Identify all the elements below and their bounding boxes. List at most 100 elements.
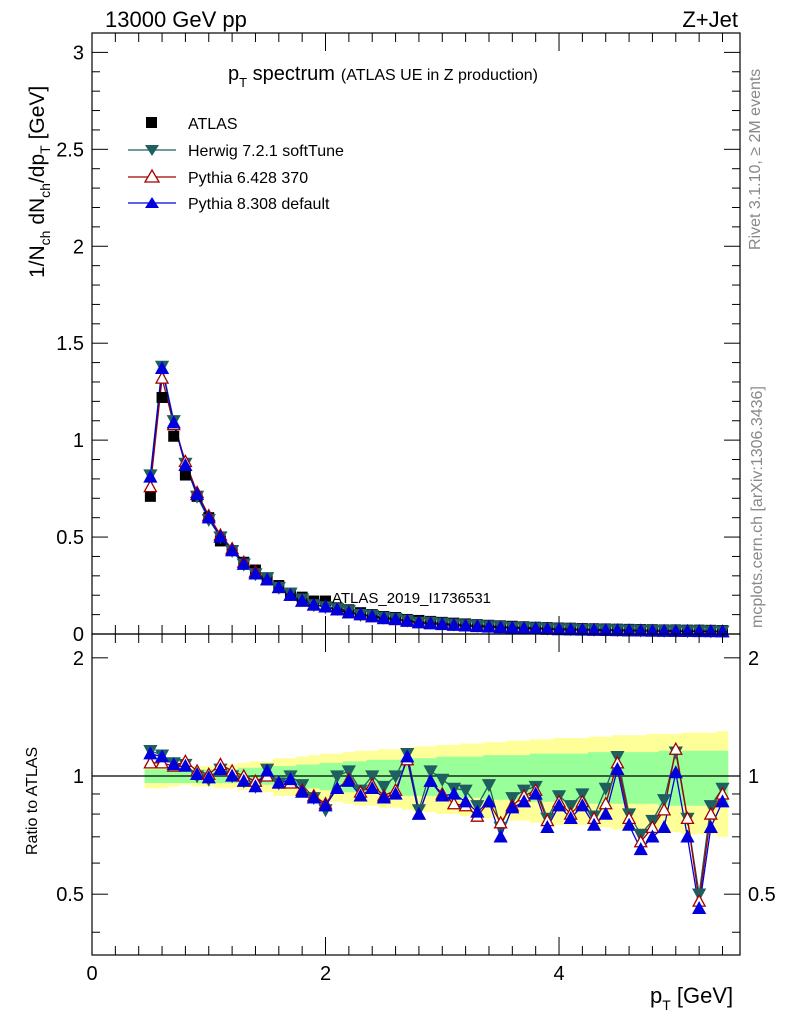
ratio-y-axis-title: Ratio to ATLAS bbox=[24, 747, 41, 855]
ratio-pythia8-point bbox=[481, 794, 497, 808]
ratio-y-tick-label: 2 bbox=[73, 648, 84, 670]
atlas-data-point bbox=[179, 469, 191, 481]
ratio-pythia8-point bbox=[260, 763, 275, 777]
ratio-pythia8-point bbox=[330, 781, 345, 795]
ratio-pythia8-point bbox=[435, 788, 450, 802]
ratio-pythia8-point bbox=[621, 817, 637, 831]
pythia8-point bbox=[435, 617, 450, 631]
ratio-pythia8-point bbox=[178, 758, 193, 772]
pythia8-point bbox=[306, 597, 321, 611]
pythia8-point bbox=[411, 615, 427, 629]
pythia8-point bbox=[189, 487, 205, 501]
ratio-pythia8-point bbox=[189, 766, 205, 780]
atlas-data-point bbox=[156, 391, 168, 403]
pythia8-point bbox=[376, 611, 391, 625]
ratio-pythia8-point bbox=[551, 798, 567, 812]
ratio-pythia8-point bbox=[505, 800, 520, 814]
ratio-pythia8-point bbox=[692, 901, 707, 915]
ratio-pythia8-point bbox=[586, 817, 602, 831]
ratio-herwig-point bbox=[481, 779, 497, 793]
ratio-herwig-point bbox=[598, 782, 613, 796]
ratio-pythia6-point bbox=[154, 755, 170, 769]
ratio-pythia8-point bbox=[657, 819, 672, 833]
title-small: (ATLAS UE in Z production) bbox=[341, 67, 538, 84]
y-tick-label: 2 bbox=[73, 236, 84, 258]
ratio-pythia8-point bbox=[470, 804, 485, 818]
ratio-pythia8-point bbox=[528, 786, 543, 800]
legend-marker-herwig bbox=[145, 145, 159, 156]
ratio-pythia8-point bbox=[201, 770, 216, 784]
ratio-herwig-point bbox=[341, 765, 356, 779]
pythia8-point bbox=[353, 607, 368, 621]
ratio-pythia8-point bbox=[645, 829, 660, 843]
pythia8-point bbox=[225, 543, 240, 557]
ratio-herwig-point bbox=[458, 784, 473, 798]
ratio-y-tick-label: 1 bbox=[73, 766, 84, 788]
ratio-pythia8-point bbox=[400, 749, 415, 763]
pythia8-point bbox=[330, 602, 345, 616]
ratio-plot-frame: 0.5 0.5 1 1 2 2 0 2 4 bbox=[56, 633, 776, 985]
pythia8-point bbox=[201, 510, 216, 524]
ratio-pythia6-point bbox=[668, 741, 683, 755]
pythia8-point bbox=[295, 593, 310, 607]
ratio-pythia6-point bbox=[680, 811, 695, 825]
pythia8-point bbox=[260, 572, 275, 586]
main-y-axis-title: 1/Nch dNch/dpT [GeV] bbox=[26, 86, 53, 278]
y-tick-label: 0 bbox=[73, 624, 84, 646]
ratio-y-tick-label-right: 2 bbox=[748, 648, 759, 670]
ratio-herwig-point bbox=[505, 792, 520, 806]
analysis-watermark: ATLAS_2019_I1736531 bbox=[332, 590, 491, 607]
ratio-pythia6-point bbox=[493, 815, 508, 829]
ratio-pythia8-point bbox=[610, 761, 625, 775]
pythia8-point bbox=[423, 616, 438, 630]
y-tick-label: 3 bbox=[73, 42, 84, 64]
ratio-pythia8-point bbox=[295, 784, 310, 798]
ratio-pythia8-point bbox=[213, 761, 228, 775]
pythia8-point bbox=[458, 618, 473, 632]
ratio-herwig-point bbox=[365, 770, 380, 784]
ratio-pythia6-point bbox=[703, 806, 718, 820]
ratio-pythia8-point bbox=[236, 773, 251, 787]
ratio-herwig-point bbox=[376, 780, 391, 794]
ratio-pythia8-point bbox=[493, 829, 508, 843]
legend-label-atlas: ATLAS bbox=[188, 116, 238, 133]
atlas-data-point bbox=[144, 490, 156, 502]
pythia8-point bbox=[657, 623, 672, 637]
pythia8-point bbox=[178, 457, 193, 471]
ratio-pythia8-point bbox=[306, 790, 321, 804]
ratio-herwig-point bbox=[563, 800, 578, 814]
ratio-pythia8-point bbox=[516, 794, 532, 808]
pythia8-point bbox=[505, 620, 520, 634]
pythia8-point bbox=[143, 469, 158, 483]
ratio-pythia8-point bbox=[458, 794, 473, 808]
ratio-pythia8-point bbox=[166, 757, 181, 771]
main-plot-data bbox=[143, 360, 730, 639]
ratio-herwig-point bbox=[703, 800, 718, 814]
x-tick-label: 0 bbox=[86, 963, 97, 985]
ratio-pythia8-point bbox=[225, 768, 240, 782]
ratio-herwig-point bbox=[330, 770, 345, 784]
pythia8-point bbox=[365, 609, 380, 623]
pythia6-point bbox=[154, 370, 170, 384]
pythia6-point bbox=[143, 479, 158, 493]
title-p: p bbox=[228, 63, 239, 85]
y-tick-label: 1 bbox=[73, 430, 84, 452]
pythia8-point bbox=[166, 415, 181, 429]
main-plot-frame: 0 0.5 1 1.5 2 2.5 3 bbox=[56, 32, 741, 646]
ratio-pythia8-point bbox=[540, 819, 555, 833]
ratio-pythia8-point bbox=[703, 819, 718, 833]
ratio-pythia8-point bbox=[365, 781, 380, 795]
title-subscript: T bbox=[239, 75, 247, 90]
energy-label: 13000 GeV pp bbox=[105, 7, 247, 32]
ratio-pythia6-point bbox=[143, 755, 158, 769]
pythia8-point bbox=[283, 587, 298, 601]
pythia8-point bbox=[236, 556, 251, 570]
ratio-pythia8-point bbox=[154, 749, 170, 763]
ratio-y-tick-label: 0.5 bbox=[56, 884, 84, 906]
pythia8-point bbox=[610, 623, 625, 637]
ratio-pythia8-point bbox=[341, 773, 356, 787]
ratio-pythia8-point bbox=[271, 775, 286, 789]
process-label: Z+Jet bbox=[682, 7, 738, 32]
pythia8-point bbox=[446, 617, 462, 631]
